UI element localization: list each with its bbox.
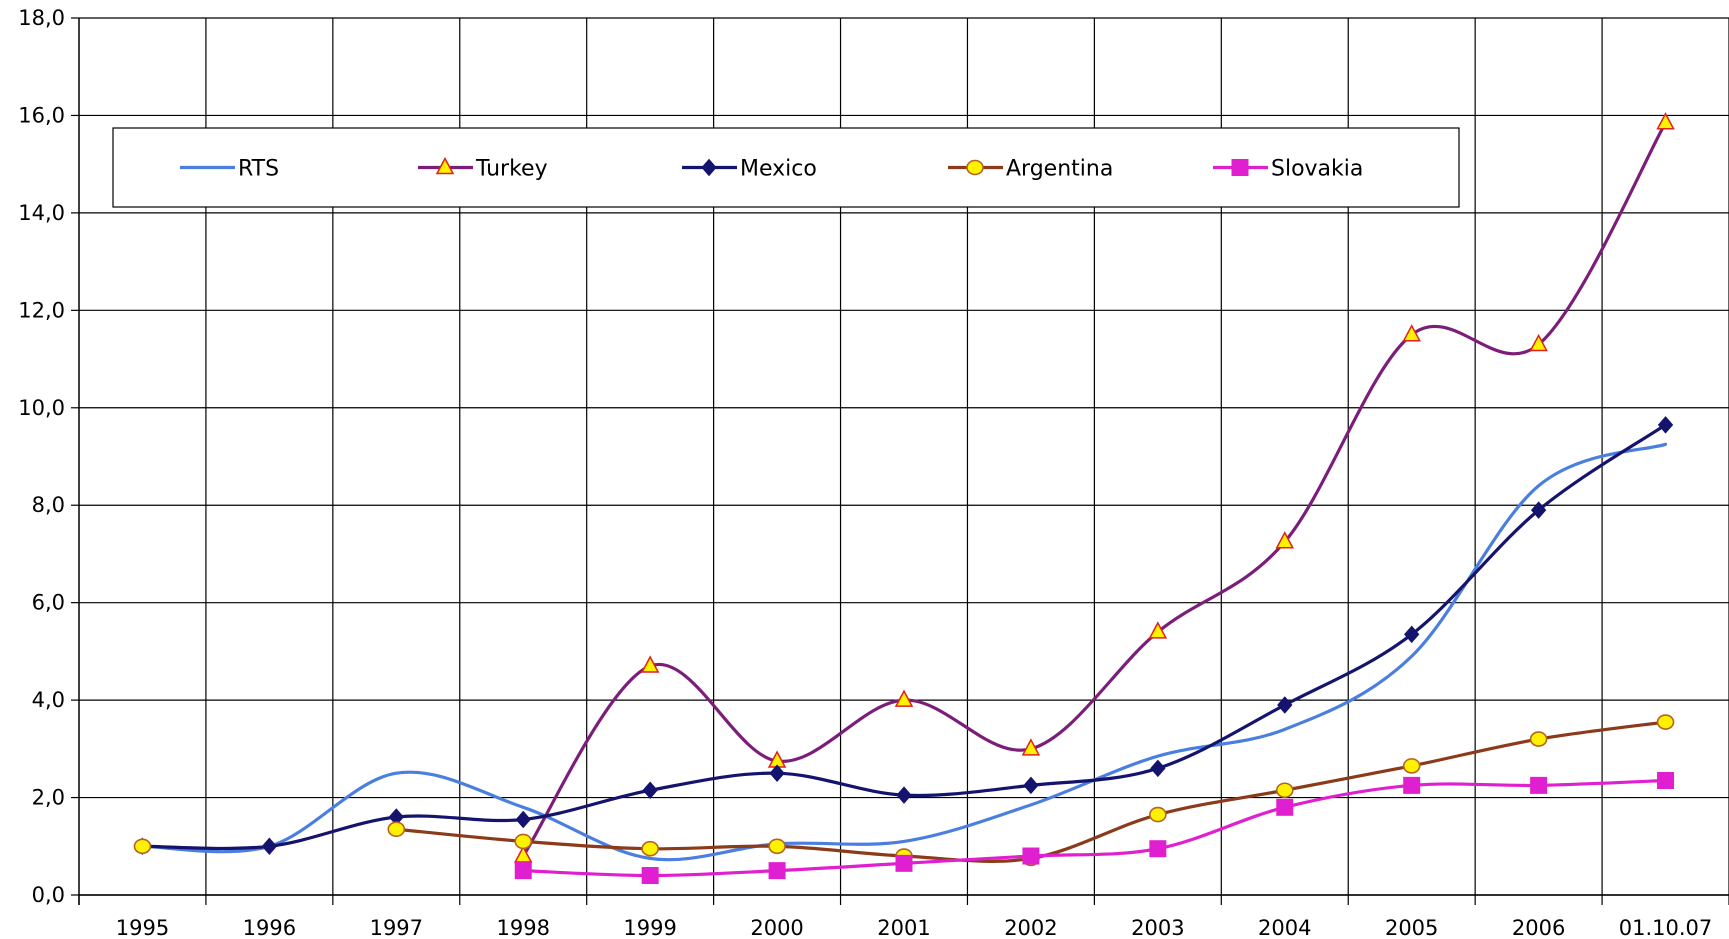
series-rts [140, 442, 1668, 862]
legend-label-mexico: Mexico [740, 157, 817, 182]
legend-label-turkey: Turkey [475, 157, 548, 182]
data-point-slovakia [1657, 772, 1675, 790]
y-tick-label: 0,0 [32, 883, 65, 907]
data-point-argentina [1402, 758, 1421, 774]
data-point-slovakia [1530, 776, 1548, 794]
data-point-slovakia [1022, 847, 1040, 865]
data-point-mexico [642, 781, 658, 800]
data-point-turkey [894, 689, 914, 707]
y-tick-label: 16,0 [18, 103, 65, 127]
data-point-turkey [640, 655, 660, 673]
data-point-mexico [1530, 501, 1547, 519]
series-mexico [134, 416, 1674, 856]
x-tick-label: 01.10.07 [1619, 916, 1713, 939]
x-tick-label: 1995 [116, 916, 169, 939]
data-point-argentina [514, 833, 533, 850]
data-point-slovakia [768, 862, 786, 880]
legend-label-slovakia: Slovakia [1271, 157, 1363, 182]
data-point-mexico [1404, 625, 1420, 644]
data-point-turkey [1021, 738, 1041, 756]
data-point-slovakia [514, 862, 532, 880]
data-point-mexico [261, 837, 278, 856]
data-point-argentina [133, 838, 152, 855]
data-point-turkey [1656, 112, 1675, 130]
data-point-argentina [641, 840, 659, 857]
data-point-mexico [1023, 776, 1039, 795]
y-tick-label: 8,0 [32, 493, 65, 517]
data-point-turkey [1402, 324, 1421, 342]
data-point-slovakia [641, 867, 659, 885]
y-axis-tick-labels: 0,0 2,0 4,0 6,0 8,0 10,0 12,0 14,0 16,0 18,0 [18, 6, 65, 907]
data-point-mexico [1657, 416, 1674, 434]
data-point-argentina [1275, 782, 1294, 799]
data-point-argentina [387, 821, 406, 838]
x-tick-label: 2003 [1131, 916, 1184, 939]
legend-label-argentina: Argentina [1006, 157, 1113, 182]
data-point-argentina [1656, 714, 1675, 730]
series-line-slovakia [521, 778, 1668, 878]
x-tick-label: 2006 [1512, 916, 1565, 939]
series-lines [133, 112, 1675, 885]
data-point-mexico [515, 810, 531, 829]
data-point-turkey [1275, 531, 1295, 549]
legend: RTS Turkey Mexico Argentina Slovakia [112, 127, 1460, 208]
data-point-argentina [1149, 806, 1167, 823]
series-line-rts [140, 442, 1668, 862]
y-tick-label: 10,0 [18, 396, 65, 420]
data-point-mexico [896, 786, 912, 804]
data-point-argentina [1529, 731, 1548, 747]
data-point-argentina [768, 838, 786, 855]
x-tick-label: 2000 [750, 916, 803, 939]
x-tick-label: 1996 [243, 916, 296, 939]
data-point-slovakia [1149, 840, 1167, 858]
y-tick-label: 18,0 [18, 6, 65, 30]
axes [71, 17, 1729, 905]
data-point-slovakia [1403, 776, 1421, 794]
x-tick-label: 2004 [1258, 916, 1311, 939]
data-point-mexico [1277, 696, 1293, 714]
series-line-turkey [521, 121, 1668, 858]
data-point-turkey [513, 845, 533, 863]
x-tick-label: 1998 [497, 916, 550, 939]
legend-marker-turkey [435, 156, 455, 175]
x-tick-label: 2001 [877, 916, 930, 939]
data-point-slovakia [895, 854, 913, 872]
x-tick-label: 1997 [370, 916, 423, 939]
y-tick-label: 12,0 [18, 298, 65, 322]
x-tick-label: 2005 [1385, 916, 1438, 939]
legend-label-rts: RTS [238, 157, 279, 182]
y-tick-label: 6,0 [32, 591, 65, 615]
y-tick-label: 4,0 [32, 688, 65, 712]
data-point-slovakia [1276, 798, 1294, 816]
x-axis-tick-labels: 1995 1996 1997 1998 1999 2000 2001 2002 2003 2004… [116, 916, 1713, 939]
legend-marker-slovakia [1231, 159, 1249, 176]
x-tick-label: 2002 [1004, 916, 1057, 939]
x-tick-label: 1999 [623, 916, 676, 939]
legend-marker-argentina [966, 159, 984, 176]
series-turkey [513, 112, 1675, 863]
y-tick-label: 14,0 [18, 201, 65, 225]
series-slovakia [514, 772, 1675, 885]
data-point-turkey [1148, 621, 1168, 639]
data-point-turkey [1529, 333, 1548, 352]
y-tick-label: 2,0 [32, 786, 65, 810]
data-point-mexico [769, 764, 785, 782]
data-point-mexico [1150, 759, 1166, 778]
legend-marker-mexico [701, 158, 717, 177]
